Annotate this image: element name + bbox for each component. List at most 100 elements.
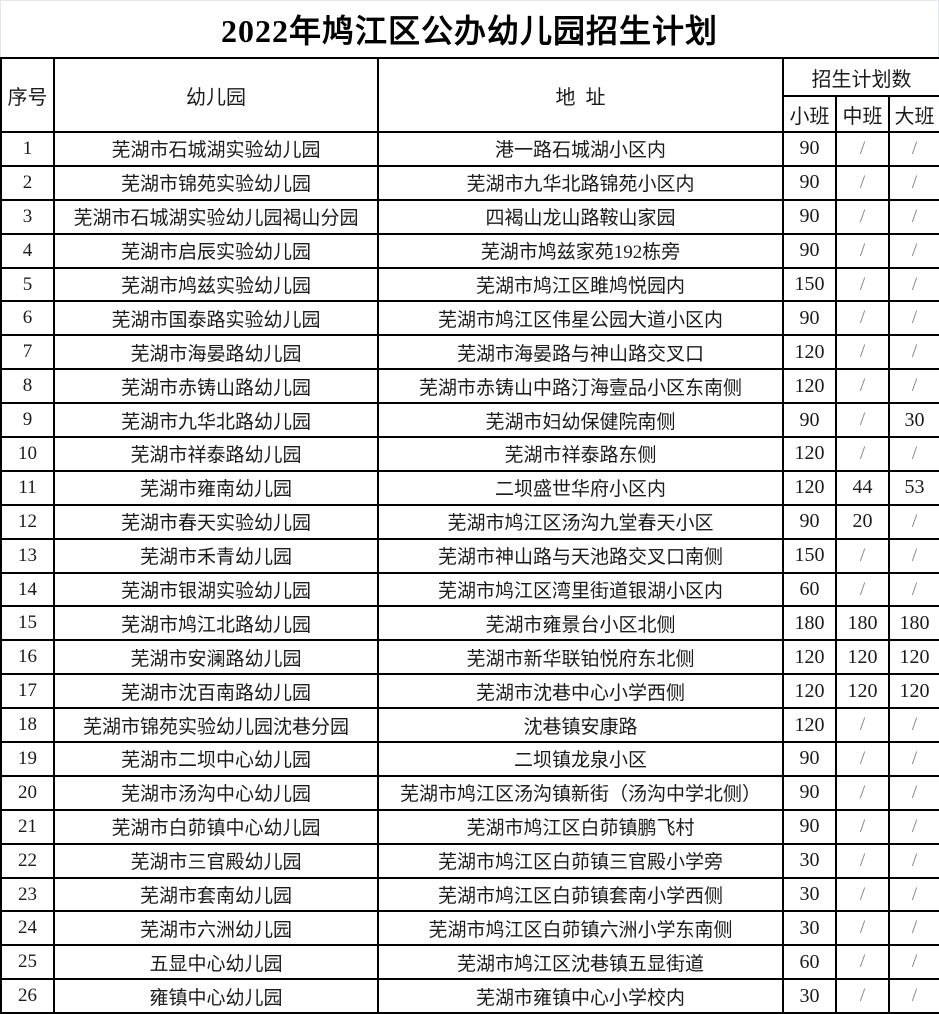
row-index-cell: 8: [0, 368, 55, 405]
table-row: 1 芜湖市石城湖实验幼儿园 港一路石城湖小区内 90//: [0, 131, 939, 167]
big-class-count-cell: 30: [888, 402, 939, 439]
kindergarten-address-cell: 芜湖市海晏路与神山路交叉口: [377, 334, 784, 371]
kindergarten-name-cell: 芜湖市春天实验幼儿园: [53, 503, 379, 540]
row-index-cell: 14: [0, 571, 55, 608]
kindergarten-name-cell: 芜湖市锦苑实验幼儿园沈巷分园: [53, 707, 379, 744]
big-class-count-cell: /: [888, 368, 939, 405]
kindergarten-address-cell: 芜湖市鸠江区伟星公园大道小区内: [377, 300, 784, 337]
column-header-kindergarten: 幼儿园: [53, 57, 379, 133]
small-class-count-cell: 120: [782, 469, 837, 506]
small-class-count-cell: 180: [782, 605, 837, 642]
big-class-count-cell: 53: [888, 469, 939, 506]
big-class-count-cell: 180: [888, 605, 939, 642]
small-class-count-cell: 90: [782, 232, 837, 269]
middle-class-count-cell: /: [835, 198, 890, 235]
small-class-count-cell: 90: [782, 808, 837, 845]
kindergarten-name-cell: 五显中心幼儿园: [53, 944, 379, 981]
kindergarten-name-cell: 芜湖市安澜路幼儿园: [53, 639, 379, 676]
big-class-count-cell: /: [888, 131, 939, 167]
kindergarten-address-cell: 芜湖市赤铸山中路汀海壹品小区东南侧: [377, 368, 784, 405]
kindergarten-address-cell: 芜湖市新华联铂悦府东北侧: [377, 639, 784, 676]
row-index-cell: 2: [0, 164, 55, 201]
table-row: 25 五显中心幼儿园 芜湖市鸠江区沈巷镇五显街道 60//: [0, 944, 939, 981]
table-row: 13 芜湖市禾青幼儿园 芜湖市神山路与天池路交叉口南侧 150//: [0, 537, 939, 574]
table-row: 11 芜湖市雍南幼儿园 二坝盛世华府小区内 120 44 53: [0, 469, 939, 506]
kindergarten-address-cell: 芜湖市鸠江区雎鸠悦园内: [377, 266, 784, 303]
big-class-count-cell: /: [888, 707, 939, 744]
kindergarten-address-cell: 二坝盛世华府小区内: [377, 469, 784, 506]
kindergarten-name-cell: 芜湖市九华北路幼儿园: [53, 402, 379, 439]
row-index-cell: 10: [0, 436, 55, 472]
big-class-count-cell: /: [888, 978, 939, 1014]
middle-class-count-cell: /: [835, 436, 890, 472]
big-class-count-cell: /: [888, 436, 939, 472]
big-class-count-cell: /: [888, 876, 939, 913]
middle-class-count-cell: 20: [835, 503, 890, 540]
small-class-count-cell: 150: [782, 266, 837, 303]
big-class-count-cell: /: [888, 266, 939, 303]
big-class-count-cell: 120: [888, 639, 939, 676]
kindergarten-name-cell: 芜湖市启辰实验幼儿园: [53, 232, 379, 269]
table-row: 3 芜湖市石城湖实验幼儿园褐山分园 四褐山龙山路鞍山家园 90//: [0, 198, 939, 235]
row-index-cell: 5: [0, 266, 55, 303]
big-class-count-cell: /: [888, 300, 939, 337]
middle-class-count-cell: /: [835, 537, 890, 574]
table-header: 序号 幼儿园 地 址 招生计划数 小班 中班 大班: [0, 57, 939, 133]
row-index-cell: 26: [0, 978, 55, 1014]
big-class-count-cell: /: [888, 198, 939, 235]
kindergarten-name-cell: 芜湖市六洲幼儿园: [53, 910, 379, 947]
table-row: 5 芜湖市鸠兹实验幼儿园 芜湖市鸠江区雎鸠悦园内 150//: [0, 266, 939, 303]
small-class-count-cell: 90: [782, 164, 837, 201]
column-header-plan-group: 招生计划数: [782, 57, 939, 97]
row-index-cell: 25: [0, 944, 55, 981]
middle-class-count-cell: /: [835, 842, 890, 879]
small-class-count-cell: 30: [782, 910, 837, 947]
row-index-cell: 20: [0, 774, 55, 811]
small-class-count-cell: 120: [782, 334, 837, 371]
kindergarten-address-cell: 芜湖市鸠江区湾里街道银湖小区内: [377, 571, 784, 608]
kindergarten-address-cell: 沈巷镇安康路: [377, 707, 784, 744]
table-row: 12 芜湖市春天实验幼儿园 芜湖市鸠江区汤沟九堂春天小区 90 20/: [0, 503, 939, 540]
row-index-cell: 19: [0, 741, 55, 777]
kindergarten-address-cell: 芜湖市鸠江区白茆镇鹏飞村: [377, 808, 784, 845]
small-class-count-cell: 90: [782, 741, 837, 777]
enrollment-plan-table: 序号 幼儿园 地 址 招生计划数 小班 中班 大班 1 芜湖市石城湖实验幼儿园 港一…: [0, 57, 939, 1014]
kindergarten-name-cell: 芜湖市鸠兹实验幼儿园: [53, 266, 379, 303]
middle-class-count-cell: /: [835, 300, 890, 337]
column-header-small-class: 小班: [782, 95, 837, 133]
middle-class-count-cell: /: [835, 131, 890, 167]
row-index-cell: 23: [0, 876, 55, 913]
small-class-count-cell: 60: [782, 944, 837, 981]
kindergarten-address-cell: 芜湖市神山路与天池路交叉口南侧: [377, 537, 784, 574]
kindergarten-address-cell: 芜湖市鸠江区汤沟镇新街（汤沟中学北侧）: [377, 774, 784, 811]
kindergarten-name-cell: 芜湖市三官殿幼儿园: [53, 842, 379, 879]
kindergarten-name-cell: 芜湖市鸠江北路幼儿园: [53, 605, 379, 642]
small-class-count-cell: 120: [782, 639, 837, 676]
row-index-cell: 7: [0, 334, 55, 371]
big-class-count-cell: /: [888, 808, 939, 845]
kindergarten-address-cell: 芜湖市鸠江区白茆镇三官殿小学旁: [377, 842, 784, 879]
column-header-middle-class: 中班: [835, 95, 890, 133]
middle-class-count-cell: /: [835, 808, 890, 845]
middle-class-count-cell: /: [835, 978, 890, 1014]
big-class-count-cell: /: [888, 910, 939, 947]
kindergarten-name-cell: 芜湖市银湖实验幼儿园: [53, 571, 379, 608]
small-class-count-cell: 90: [782, 131, 837, 167]
big-class-count-cell: /: [888, 741, 939, 777]
kindergarten-address-cell: 芜湖市沈巷中心小学西侧: [377, 673, 784, 710]
kindergarten-name-cell: 芜湖市锦苑实验幼儿园: [53, 164, 379, 201]
table-row: 6 芜湖市国泰路实验幼儿园 芜湖市鸠江区伟星公园大道小区内 90//: [0, 300, 939, 337]
row-index-cell: 12: [0, 503, 55, 540]
page-title: 2022年鸠江区公办幼儿园招生计划: [220, 13, 718, 49]
document-title-bar: 2022年鸠江区公办幼儿园招生计划: [0, 0, 939, 57]
big-class-count-cell: /: [888, 334, 939, 371]
row-index-cell: 3: [0, 198, 55, 235]
row-index-cell: 16: [0, 639, 55, 676]
kindergarten-address-cell: 港一路石城湖小区内: [377, 131, 784, 167]
kindergarten-name-cell: 雍镇中心幼儿园: [53, 978, 379, 1014]
small-class-count-cell: 30: [782, 978, 837, 1014]
kindergarten-address-cell: 芜湖市鸠兹家苑192栋旁: [377, 232, 784, 269]
row-index-cell: 15: [0, 605, 55, 642]
middle-class-count-cell: /: [835, 876, 890, 913]
table-row: 20 芜湖市汤沟中心幼儿园 芜湖市鸠江区汤沟镇新街（汤沟中学北侧） 90//: [0, 774, 939, 811]
